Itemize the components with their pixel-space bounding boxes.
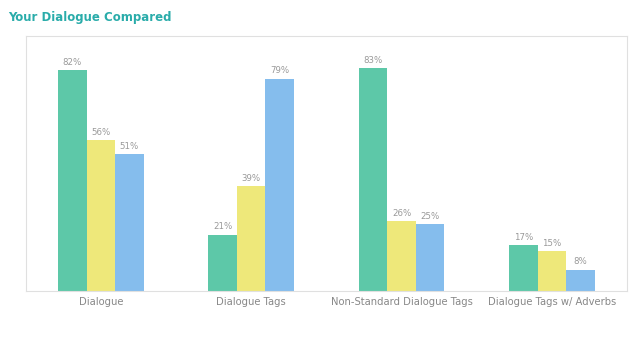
Bar [86,141,115,291]
Text: 25%: 25% [420,212,440,220]
Bar [58,71,86,291]
Text: 39%: 39% [242,174,260,183]
Text: 56%: 56% [91,128,111,137]
Legend: Your Document, Average for Fiction, Average for J. R. R. Tolkien: Your Document, Average for Fiction, Aver… [132,353,521,355]
Text: Your Dialogue Compared: Your Dialogue Compared [8,11,172,24]
Text: 83%: 83% [364,56,383,65]
Text: 26%: 26% [392,209,412,218]
Bar [538,251,566,291]
Bar [237,186,266,291]
Bar [416,224,444,291]
Text: 21%: 21% [213,222,232,231]
Bar [566,269,595,291]
Text: 17%: 17% [514,233,533,242]
Bar [359,68,387,291]
Bar [509,245,538,291]
Text: 51%: 51% [120,142,139,151]
Bar [115,154,143,291]
Text: 79%: 79% [270,66,289,75]
Text: 82%: 82% [63,58,82,67]
Bar [209,235,237,291]
Text: 15%: 15% [542,239,562,247]
Bar [266,78,294,291]
Bar [387,221,416,291]
Text: 8%: 8% [573,257,588,266]
